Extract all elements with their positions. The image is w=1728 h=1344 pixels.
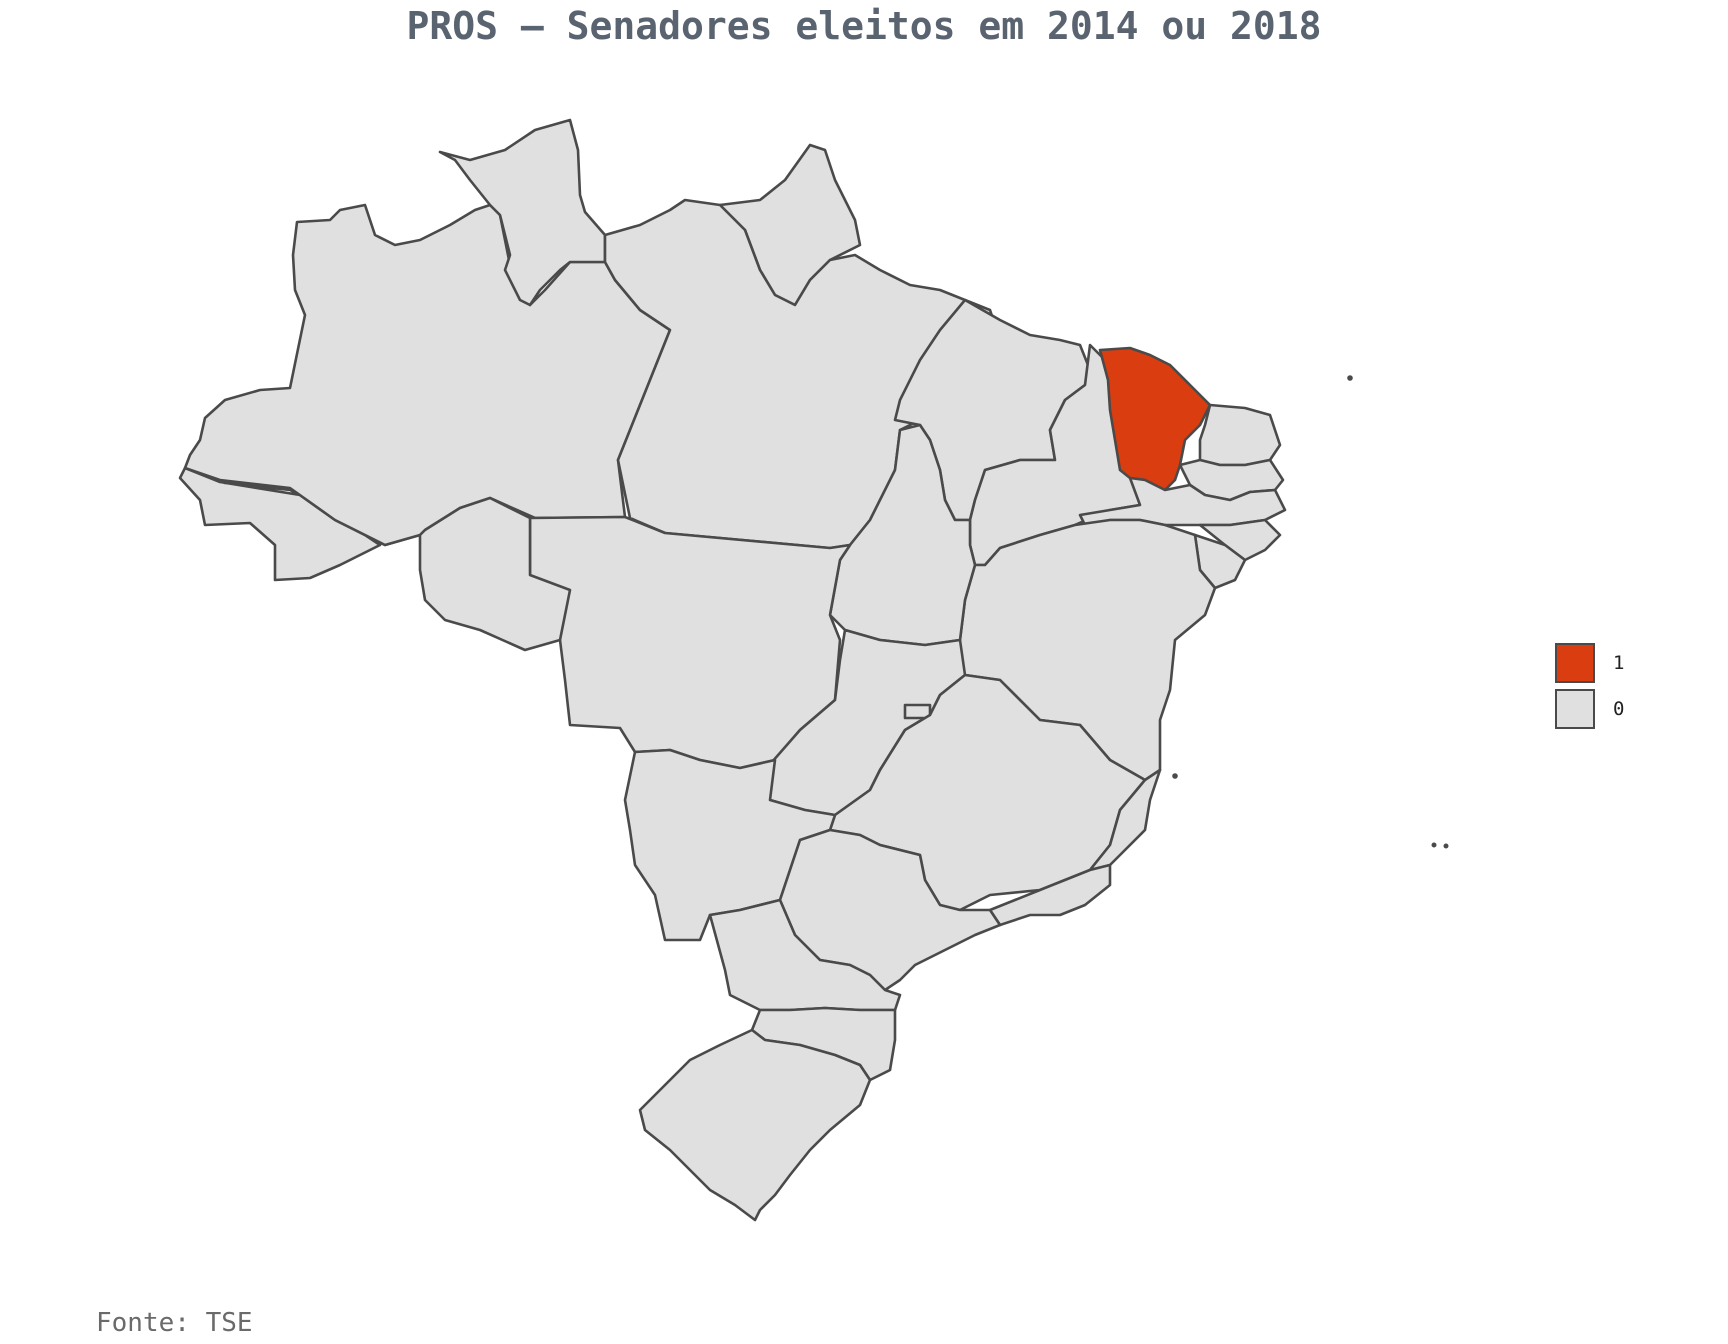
legend-item: 0	[1555, 686, 1624, 732]
legend-label: 0	[1613, 698, 1625, 720]
state-AM[interactable]	[183, 203, 672, 547]
state-CE[interactable]	[1098, 346, 1212, 492]
state-PR[interactable]	[708, 898, 902, 1012]
state-ES[interactable]	[1088, 768, 1162, 872]
island-fernando-de-noronha	[1347, 375, 1353, 381]
legend-label: 1	[1613, 652, 1625, 674]
legend-item: 1	[1555, 640, 1624, 686]
legend: 1 0	[1555, 640, 1624, 732]
state-RR[interactable]	[438, 118, 607, 307]
island-abrolhos	[1172, 773, 1178, 779]
legend-swatch-none	[1555, 689, 1595, 729]
source-caption: Fonte: TSE	[96, 1308, 253, 1338]
state-RO[interactable]	[418, 496, 572, 652]
state-RS[interactable]	[638, 1028, 872, 1222]
map-title: PROS – Senadores eleitos em 2014 ou 2018	[406, 4, 1322, 48]
legend-swatch-elected	[1555, 643, 1595, 683]
island-trindade-a	[1431, 842, 1437, 848]
state-RN[interactable]	[1198, 403, 1282, 467]
island-trindade-b	[1443, 843, 1449, 849]
